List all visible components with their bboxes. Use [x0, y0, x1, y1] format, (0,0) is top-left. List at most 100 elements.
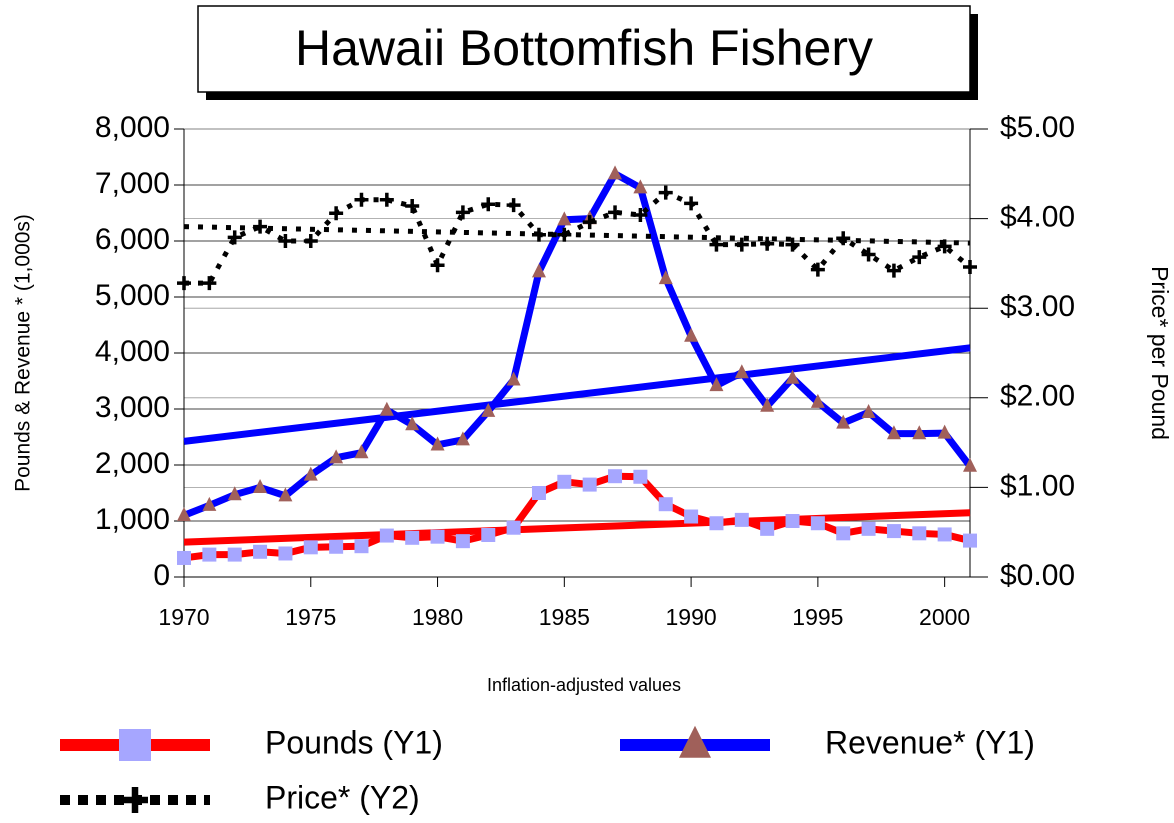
subtitle: Inflation-adjusted values — [487, 675, 681, 695]
marker — [608, 205, 623, 220]
y2-tick-label: $3.00 — [1000, 290, 1075, 323]
marker — [405, 416, 420, 431]
marker — [303, 540, 318, 555]
marker — [405, 199, 420, 214]
marker — [354, 444, 369, 459]
marker — [760, 521, 775, 536]
chart-title: Hawaii Bottomfish Fishery — [295, 20, 873, 76]
marker — [785, 514, 800, 528]
marker — [227, 486, 242, 501]
marker — [531, 486, 546, 500]
y2-tick-label: $1.00 — [1000, 469, 1075, 502]
marker — [582, 215, 597, 230]
marker — [177, 276, 191, 291]
marker — [633, 469, 648, 484]
marker — [912, 425, 927, 440]
marker — [354, 192, 369, 207]
marker — [658, 270, 673, 285]
marker — [963, 259, 977, 274]
marker — [557, 211, 572, 226]
trend-line — [183, 344, 971, 445]
marker — [886, 425, 901, 440]
y2-tick-label: $4.00 — [1000, 201, 1075, 234]
marker — [202, 276, 217, 291]
marker — [912, 526, 927, 541]
marker — [709, 237, 724, 252]
marker — [202, 496, 217, 511]
series-line — [184, 190, 972, 286]
marker — [329, 539, 344, 554]
marker — [202, 547, 217, 562]
marker — [430, 529, 445, 544]
marker — [734, 364, 749, 379]
marker — [253, 479, 268, 493]
marker — [329, 206, 344, 221]
x-tick-label: 1970 — [158, 604, 209, 630]
marker — [937, 239, 952, 254]
legend-label: Pounds (Y1) — [265, 724, 443, 760]
marker — [810, 516, 825, 531]
x-tick-label: 1990 — [666, 604, 717, 630]
marker — [278, 234, 293, 248]
y2-tick-label: $2.00 — [1000, 380, 1075, 413]
marker — [734, 237, 749, 252]
marker — [379, 528, 394, 543]
marker — [684, 327, 699, 342]
marker — [227, 230, 242, 245]
marker — [861, 521, 876, 536]
marker — [557, 474, 572, 489]
marker — [810, 262, 825, 277]
marker — [836, 526, 851, 541]
y2-axis-label: Price* per Pound — [1147, 266, 1173, 440]
marker — [379, 401, 394, 416]
marker — [481, 402, 496, 417]
marker — [455, 205, 470, 220]
marker — [177, 550, 191, 565]
marker — [963, 533, 977, 548]
marker — [836, 231, 851, 246]
y2-tick-label: $0.00 — [1000, 559, 1075, 592]
marker — [912, 250, 927, 265]
marker — [303, 234, 318, 248]
y-tick-label: 1,000 — [95, 503, 170, 536]
marker — [861, 403, 876, 418]
marker — [405, 530, 420, 545]
marker — [278, 546, 293, 561]
marker — [633, 208, 648, 223]
marker — [633, 179, 648, 194]
marker — [658, 185, 673, 200]
marker — [253, 544, 268, 559]
marker — [455, 534, 470, 549]
marker — [557, 227, 572, 242]
x-tick-label: 1980 — [412, 604, 463, 630]
marker — [608, 469, 623, 484]
marker — [119, 729, 151, 761]
marker — [760, 397, 775, 412]
series-line — [182, 170, 973, 519]
marker — [937, 424, 952, 439]
marker — [760, 236, 775, 251]
marker — [278, 487, 293, 502]
marker — [679, 725, 711, 758]
marker — [684, 509, 699, 524]
marker — [329, 449, 344, 464]
y-tick-label: 0 — [153, 559, 170, 592]
y-tick-label: 2,000 — [95, 447, 170, 480]
y2-tick-label: $5.00 — [1000, 111, 1075, 144]
marker — [354, 539, 369, 554]
marker — [658, 497, 673, 512]
marker — [253, 219, 268, 234]
y-tick-label: 3,000 — [95, 391, 170, 424]
marker — [430, 258, 445, 273]
y-tick-label: 6,000 — [95, 223, 170, 256]
marker — [506, 198, 521, 213]
marker — [734, 512, 749, 527]
marker — [379, 192, 394, 207]
marker — [608, 165, 623, 180]
y-axis-label: Pounds & Revenue * (1,000s) — [12, 214, 35, 492]
y-tick-label: 7,000 — [95, 167, 170, 200]
x-tick-label: 2000 — [919, 604, 970, 630]
marker — [481, 528, 496, 542]
marker — [227, 547, 242, 562]
